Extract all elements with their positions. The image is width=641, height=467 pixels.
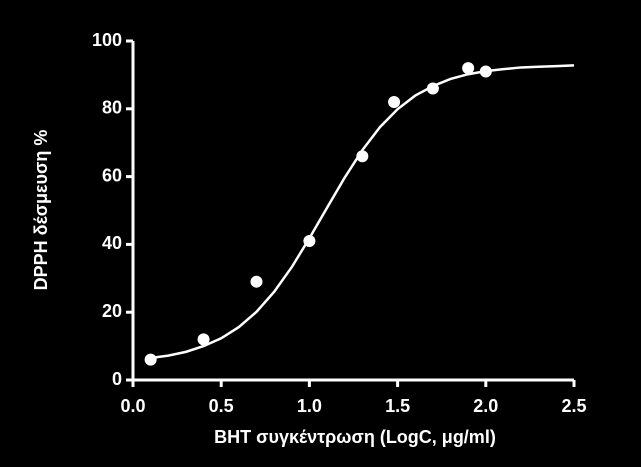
y-tick-label: 20 xyxy=(102,301,122,321)
data-point xyxy=(462,62,475,75)
data-point xyxy=(144,353,157,366)
fit-curve xyxy=(150,64,575,360)
y-tick-label: 40 xyxy=(102,233,122,253)
x-tick-label: 0.5 xyxy=(209,396,234,416)
x-tick-label: 1.0 xyxy=(297,396,322,416)
data-point xyxy=(197,333,210,346)
x-tick-label: 2.5 xyxy=(561,396,586,416)
x-tick-label: 1.5 xyxy=(385,396,410,416)
y-axis-label: DPPH δέσμευση % xyxy=(31,130,51,291)
y-tick-label: 60 xyxy=(102,165,122,185)
x-tick-label: 0.0 xyxy=(120,396,145,416)
data-point xyxy=(388,96,401,109)
y-tick-label: 0 xyxy=(112,369,122,389)
y-tick-label: 100 xyxy=(92,30,122,50)
data-point xyxy=(250,275,263,288)
y-tick-label: 80 xyxy=(102,98,122,118)
x-axis-label: BHT συγκέντρωση (LogC, μg/ml) xyxy=(214,427,496,447)
x-tick-label: 2.0 xyxy=(473,396,498,416)
